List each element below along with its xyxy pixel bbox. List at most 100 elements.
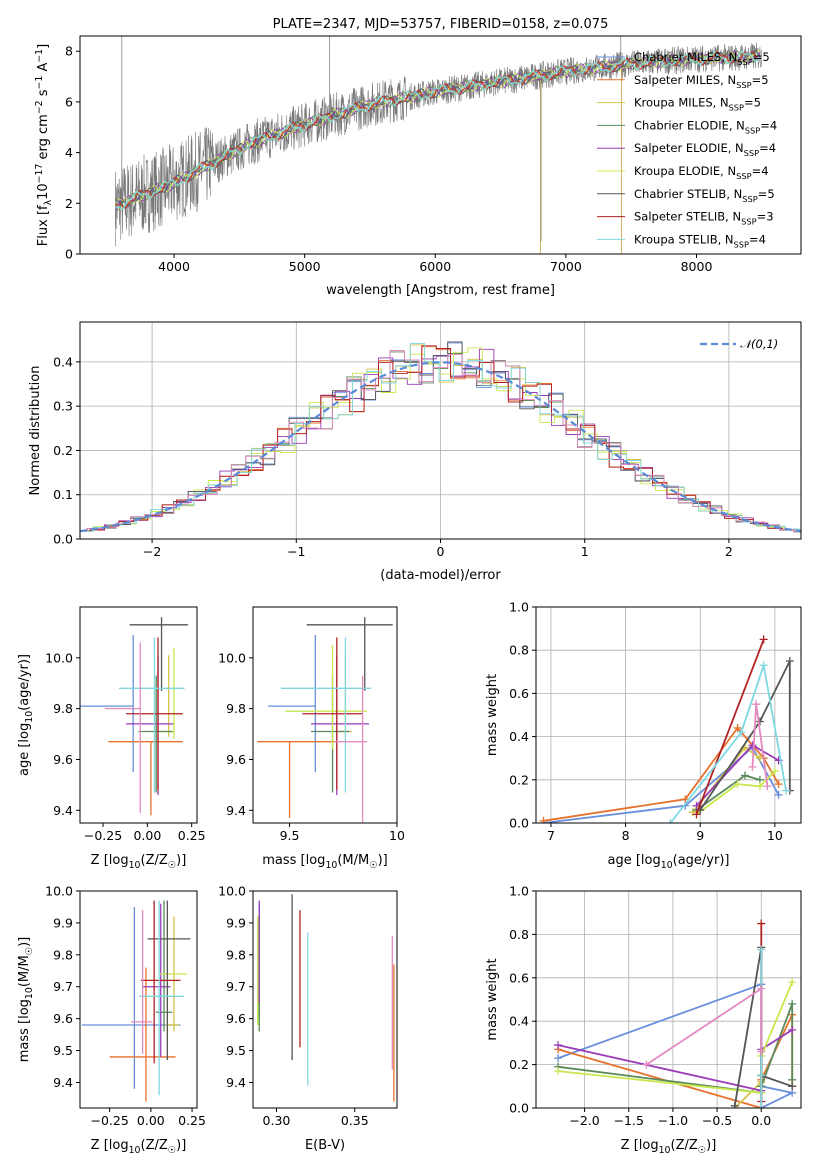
y-axis-label: mass [log10(M/M☉)] xyxy=(17,937,35,1063)
y-tick-label: 10.0 xyxy=(218,884,246,899)
model-spectrum-line xyxy=(114,49,761,205)
plot-area xyxy=(81,900,191,1102)
y-tick-label: 1.0 xyxy=(509,600,529,615)
x-tick-label: −1.0 xyxy=(658,1113,688,1128)
residual-histogram xyxy=(80,341,801,533)
panel-residuals: −2 −1 0 1 2 0.0 0.1 0.2 0.3 0.4 (data-model)/error… xyxy=(28,321,802,583)
y-tick-label: 0.8 xyxy=(509,927,529,942)
x-tick-label: 2 xyxy=(725,544,733,559)
weight-marker xyxy=(770,767,779,776)
y-tick-label: 9.9 xyxy=(226,915,246,930)
x-tick-label: −0.5 xyxy=(702,1113,732,1128)
x-axis-label: E(B-V) xyxy=(305,1138,345,1153)
weight-marker xyxy=(757,1104,766,1108)
x-axis-label: wavelength [Angstrom, rest frame] xyxy=(326,283,555,298)
x-tick-label: −0.25 xyxy=(84,828,122,843)
model-spectrum-line xyxy=(115,50,761,211)
weight-marker xyxy=(748,741,757,750)
weight-marker xyxy=(737,728,746,737)
axes-frame xyxy=(535,606,802,824)
panel-mass-vs-ebv: 0.30 0.35 9.4 9.5 9.6 9.7 9.8 9.9 10.0 E(B-V) xyxy=(218,884,398,1153)
plot-area xyxy=(114,36,763,254)
weight-marker xyxy=(748,762,757,771)
x-tick-label: 0.25 xyxy=(178,828,206,843)
y-tick-label: 0.2 xyxy=(509,772,529,787)
legend-label: Salpeter MILES, NSSP=5 xyxy=(634,73,769,90)
legend-label: 𝒩(0,1) xyxy=(740,337,778,351)
panel-weight-vs-z: −2.0 −1.5 −1.0 −0.5 0.0 0.0 0.2 0.4 0.6 0.8 1.0 Z [… xyxy=(485,884,802,1156)
y-tick-label: 0.4 xyxy=(509,729,529,744)
weight-marker xyxy=(782,786,791,795)
weight-marker xyxy=(788,1082,797,1091)
y-tick-label: 9.8 xyxy=(53,947,73,962)
x-tick-label: 10 xyxy=(389,828,405,843)
legend-label: Salpeter STELIB, NSSP=3 xyxy=(634,210,774,227)
axes-frame xyxy=(79,890,198,1109)
panel-mass-vs-z: −0.25 0.00 0.25 9.4 9.5 9.6 9.7 9.8 9.9 10.0 Z [lo… xyxy=(17,884,206,1157)
legend-label: Salpeter ELODIE, NSSP=4 xyxy=(634,141,776,158)
y-tick-label: 9.6 xyxy=(226,1011,246,1026)
y-tick-label: 9.6 xyxy=(53,752,73,767)
legend-label: Kroupa ELODIE, NSSP=4 xyxy=(634,164,769,181)
axes-frame xyxy=(252,606,398,824)
x-tick-label: 0.00 xyxy=(133,828,161,843)
weight-marker xyxy=(757,919,766,928)
weight-marker xyxy=(785,657,794,665)
plot-area xyxy=(539,635,794,823)
y-axis-label: Normed distribution xyxy=(28,366,43,496)
weight-marker xyxy=(757,1047,766,1056)
legend-label: Chabrier MILES, NSSP=5 xyxy=(634,50,770,67)
chart-title: PLATE=2347, MJD=53757, FIBERID=0158, z=0… xyxy=(273,17,609,32)
legend: Chabrier MILES, NSSP=5 Salpeter MILES, NS… xyxy=(597,50,777,249)
y-tick-label: 0.3 xyxy=(53,399,73,414)
panel-weight-vs-age: 7 8 9 10 0.0 0.2 0.4 0.6 0.8 1.0 age [log10(age/yr… xyxy=(485,600,802,871)
weight-line xyxy=(557,983,794,1108)
y-tick-label: 9.5 xyxy=(226,1043,246,1058)
y-axis-label: mass weight xyxy=(485,674,500,756)
x-tick-label: 6000 xyxy=(419,259,451,274)
plot-area xyxy=(80,617,189,816)
x-tick-label: 9 xyxy=(696,828,704,843)
y-tick-label: 0.4 xyxy=(53,354,73,369)
x-axis-label: Z [log10(Z/Z☉)] xyxy=(91,853,187,871)
x-axis-label: mass [log10(M/M☉)] xyxy=(262,853,388,871)
weight-marker xyxy=(788,1025,797,1034)
y-tick-label: 0.4 xyxy=(509,1014,529,1029)
x-tick-label: −2.0 xyxy=(569,1113,599,1128)
y-axis-label: age [log10(age/yr)] xyxy=(17,654,35,776)
residual-histogram xyxy=(80,343,801,533)
x-tick-label: 0 xyxy=(437,544,445,559)
x-tick-label: 7 xyxy=(547,828,555,843)
panel-age-vs-z: −0.25 0.00 0.25 9.4 9.6 9.8 10.0 Z [log10(Z/Z☉)… xyxy=(17,606,206,871)
y-tick-label: 6 xyxy=(65,94,73,109)
y-tick-label: 8 xyxy=(65,44,73,59)
y-tick-label: 0.6 xyxy=(509,970,529,985)
weight-marker xyxy=(759,661,768,670)
legend-label: Kroupa STELIB, NSSP=4 xyxy=(634,232,766,249)
model-spectrum-line xyxy=(114,50,761,210)
residual-histogram xyxy=(80,345,801,532)
weight-marker xyxy=(554,1067,563,1076)
y-axis-label: mass weight xyxy=(485,958,500,1040)
axes-frame xyxy=(252,890,398,1109)
weight-marker xyxy=(774,790,783,799)
residual-histogram xyxy=(80,350,801,533)
y-tick-label: 10.0 xyxy=(218,650,246,665)
plot-area xyxy=(257,617,393,823)
x-tick-label: −2 xyxy=(143,544,161,559)
y-tick-label: 0.2 xyxy=(53,443,73,458)
y-tick-label: 9.4 xyxy=(53,803,73,818)
y-tick-label: 9.9 xyxy=(53,915,73,930)
x-tick-label: 7000 xyxy=(550,259,582,274)
y-tick-label: 10.0 xyxy=(45,884,73,899)
legend-label: Kroupa MILES, NSSP=5 xyxy=(634,96,761,113)
normal-curve xyxy=(80,361,801,533)
axes-frame xyxy=(79,35,802,255)
x-tick-label: 0.25 xyxy=(178,1113,206,1128)
legend-label: Chabrier STELIB, NSSP=5 xyxy=(634,187,775,204)
y-tick-label: 9.6 xyxy=(53,1011,73,1026)
axes-frame xyxy=(79,606,198,824)
y-tick-label: 9.6 xyxy=(226,752,246,767)
weight-marker xyxy=(759,635,768,644)
